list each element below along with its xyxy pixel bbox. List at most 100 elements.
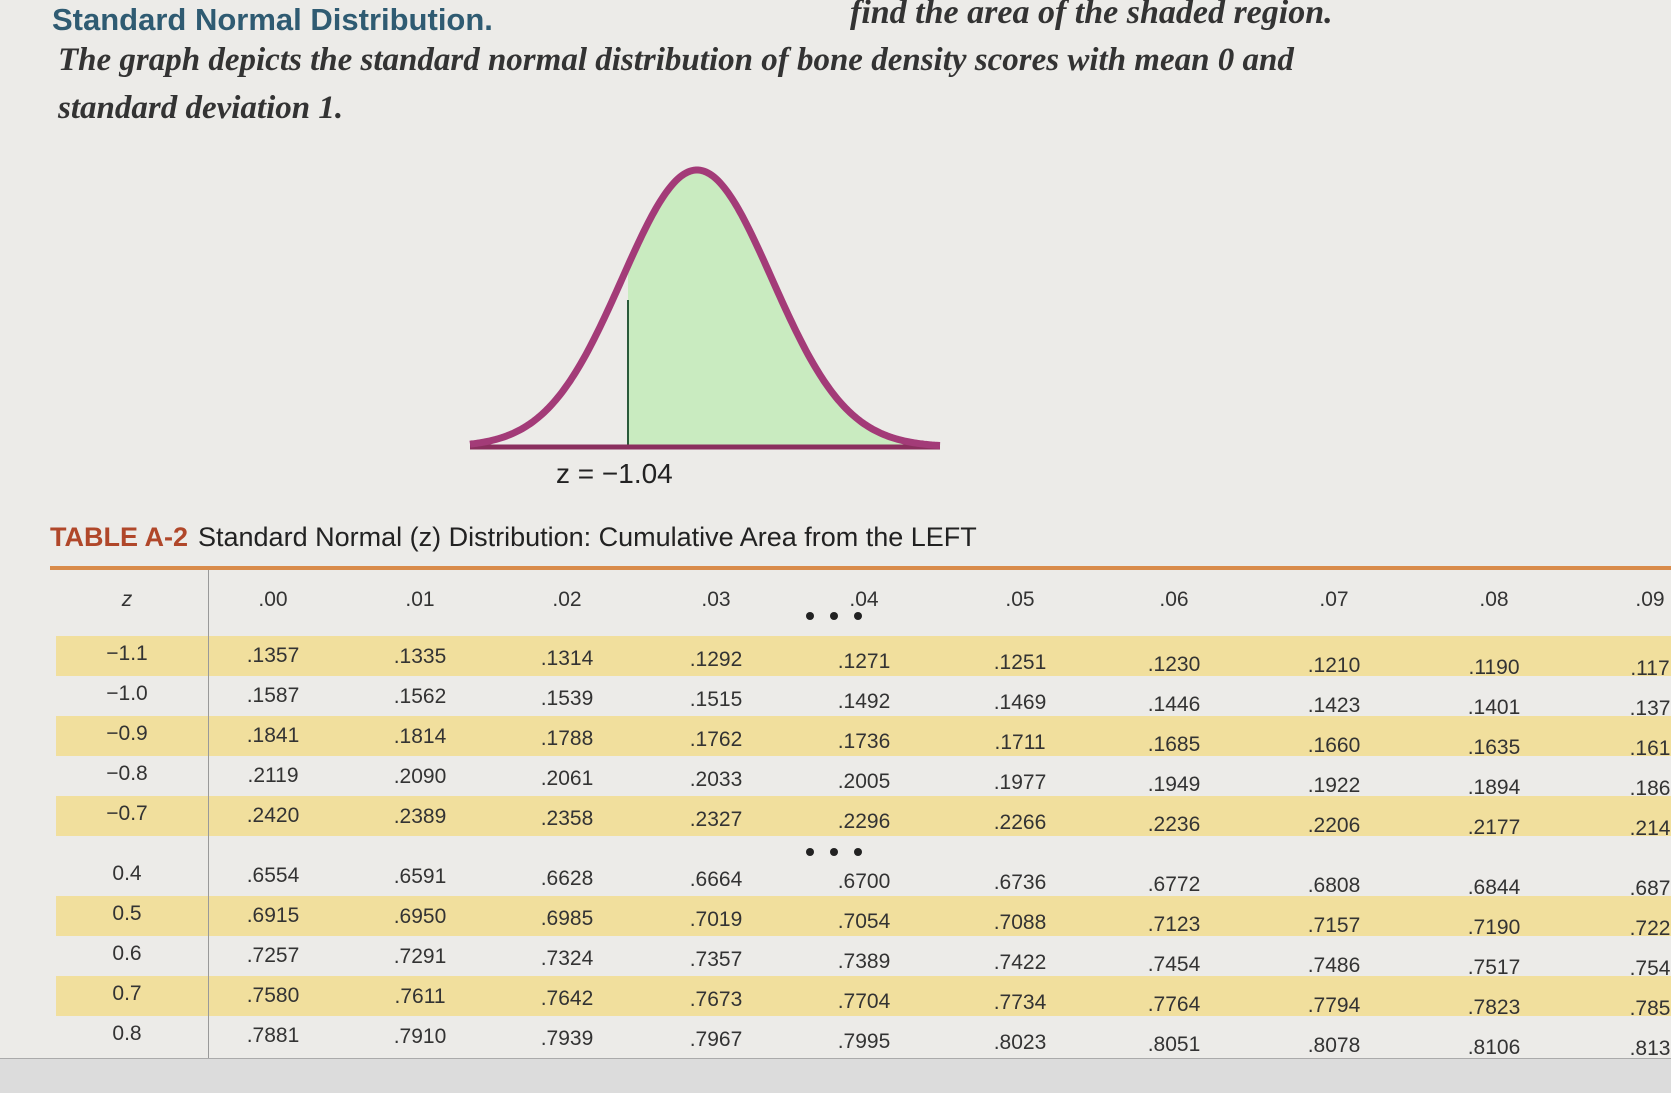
table-cell: .6772: [1147, 872, 1201, 896]
table-cell: .2177: [1467, 815, 1521, 839]
table-cell: .8106: [1467, 1035, 1521, 1059]
column-header: .02: [552, 588, 582, 611]
table-cell: .1894: [1467, 775, 1521, 799]
row-z: −0.7: [106, 802, 148, 825]
table-cell: .785: [1629, 997, 1671, 1020]
table-cell: .1446: [1147, 692, 1201, 716]
column-header: .09: [1635, 588, 1665, 611]
z-label: z = −1.04: [556, 458, 673, 489]
table-cell: .2206: [1307, 814, 1361, 837]
column-header: .08: [1479, 588, 1509, 611]
table-cell: .2389: [393, 805, 447, 828]
table-cell: .6664: [689, 868, 743, 891]
table-cell: .1230: [1147, 652, 1201, 676]
table-cell: .1685: [1147, 732, 1201, 756]
normal-curve-graph: [469, 166, 941, 450]
table-cell: .1788: [540, 726, 594, 750]
table-cell: .1492: [837, 689, 891, 713]
table-cell: .7611: [394, 985, 446, 1008]
table-cell: .1660: [1307, 734, 1361, 757]
table-top-rule: [50, 566, 1671, 570]
column-header: .00: [258, 588, 288, 611]
table-cell: .7881: [246, 1023, 300, 1047]
table-cell: .6808: [1307, 874, 1361, 897]
table-cell: .7157: [1307, 914, 1361, 937]
row-band: [56, 896, 1671, 936]
table-cell: .2420: [246, 803, 300, 827]
table-cell: .7389: [837, 949, 891, 973]
table-title-text: Standard Normal (z) Distribution: Cumula…: [198, 522, 977, 552]
table-cell: .687: [1629, 877, 1671, 900]
table-cell: .2005: [837, 769, 891, 793]
table-title-prefix: TABLE A-2: [50, 522, 188, 552]
table-cell: .722: [1629, 917, 1671, 940]
table-cell: .7422: [993, 951, 1047, 974]
table-cell: .1814: [393, 725, 447, 748]
table-cell: .1210: [1307, 654, 1361, 677]
column-header: .06: [1159, 588, 1189, 611]
column-header: .05: [1005, 588, 1035, 611]
row-band: [56, 716, 1671, 756]
table-cell: .1251: [993, 651, 1047, 674]
table-cell: .161: [1629, 737, 1671, 760]
table-cell: .7642: [540, 986, 594, 1010]
table-cell: .2327: [689, 808, 743, 831]
table-cell: .1762: [689, 728, 743, 751]
row-z: −1.0: [106, 682, 148, 705]
table-cell: .6985: [540, 906, 594, 930]
table-cell: .1190: [1468, 655, 1520, 679]
table-cell: .2296: [837, 809, 891, 833]
table-cell: .1736: [837, 729, 891, 753]
row-z: 0.7: [112, 982, 142, 1005]
row-z: 0.6: [112, 942, 142, 965]
table-cell: .6915: [246, 903, 300, 927]
table-cell: .1922: [1307, 774, 1361, 797]
table-cell: .1423: [1307, 694, 1361, 717]
bottom-bar: [0, 1058, 1671, 1093]
table-cell: .7734: [993, 991, 1047, 1014]
table-cell: .1469: [993, 691, 1047, 714]
table-cell: .1314: [540, 646, 594, 670]
instruction: find the area of the shaded region.: [850, 0, 1333, 31]
table-cell: .2061: [540, 766, 594, 790]
column-header: .04: [849, 588, 879, 611]
column-header: .03: [701, 588, 731, 611]
table-cell: .6591: [393, 865, 447, 888]
page-title: Standard Normal Distribution.: [52, 2, 493, 37]
table-cell: .7324: [540, 946, 594, 970]
table-cell: .6700: [837, 869, 891, 893]
table-cell: .1401: [1467, 695, 1521, 719]
table-cell: .1711: [994, 731, 1046, 754]
table-cell: .2266: [993, 811, 1047, 834]
table-cell: .7910: [393, 1025, 447, 1048]
table-cell: .7673: [689, 988, 743, 1011]
table-cell: .2090: [393, 765, 447, 788]
table-cell: .7967: [689, 1028, 743, 1051]
table-cell: .6844: [1467, 875, 1521, 899]
table-cell: .7088: [993, 911, 1047, 934]
table-cell: .1357: [246, 643, 300, 667]
table-cell: .7019: [689, 908, 743, 931]
row-band: [56, 636, 1671, 676]
table-cell: .6554: [246, 863, 300, 887]
table-cell: .2119: [247, 763, 299, 787]
table-cell: .7704: [837, 989, 891, 1013]
column-header: .07: [1319, 588, 1349, 611]
table-cell: .1335: [393, 645, 447, 668]
table-cell: .1841: [246, 723, 300, 747]
table-cell: .6628: [540, 866, 594, 890]
table-cell: .7357: [689, 948, 743, 971]
table-title: TABLE A-2 Standard Normal (z) Distributio…: [50, 522, 977, 553]
table-cell: .6736: [993, 871, 1047, 894]
row-z: 0.5: [112, 902, 142, 925]
row-z: −1.1: [106, 642, 148, 665]
table-cell: .1635: [1467, 735, 1521, 759]
table-cell: .2358: [540, 806, 594, 830]
row-z: −0.8: [106, 762, 148, 785]
table-cell: .1977: [993, 771, 1047, 794]
table-cell: .7257: [246, 943, 300, 967]
row-z: 0.8: [112, 1022, 142, 1045]
row-band: [56, 976, 1671, 1016]
table-cell: .1949: [1147, 772, 1201, 796]
